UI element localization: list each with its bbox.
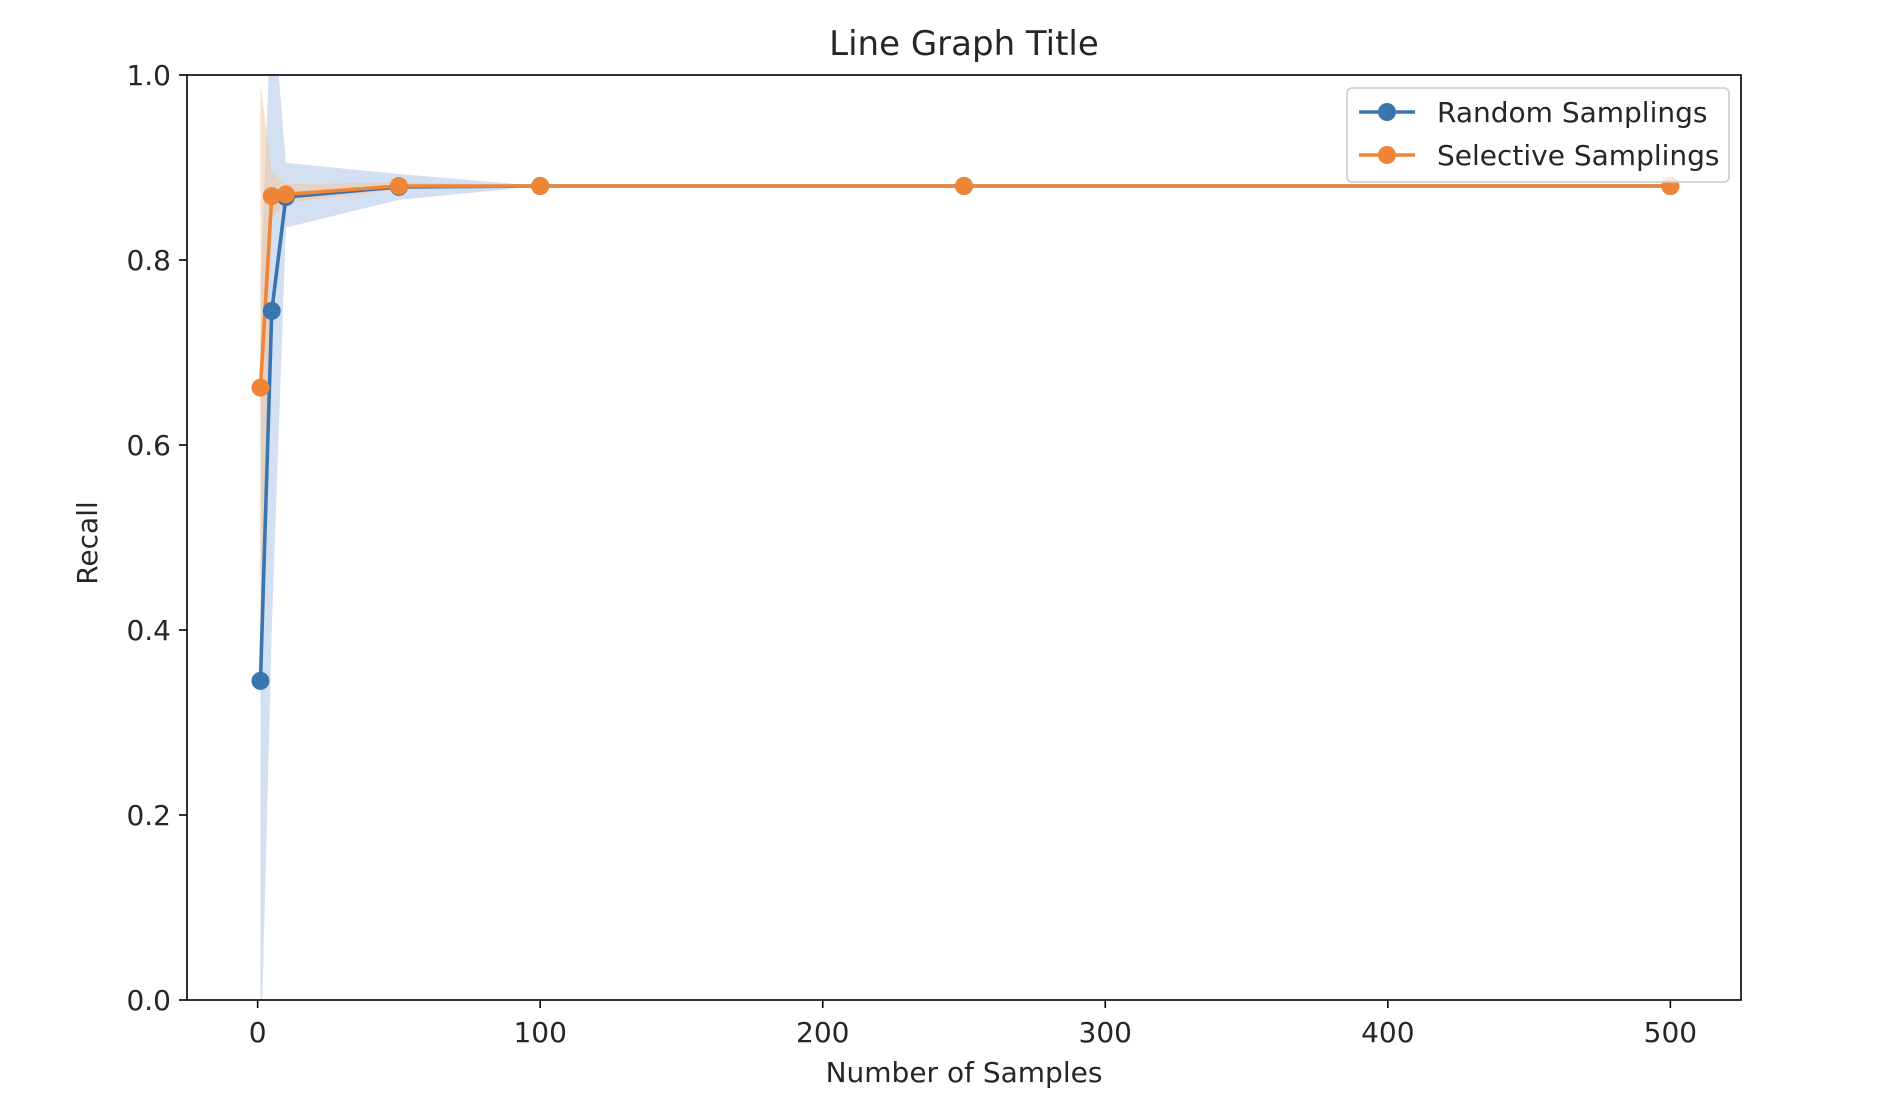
legend-marker-2 xyxy=(1378,146,1396,164)
legend-label-2: Selective Samplings xyxy=(1437,139,1720,172)
legend: Random Samplings Selective Samplings xyxy=(1346,87,1730,183)
plot-area-frame xyxy=(186,74,1742,1001)
x-axis-ticks: 0 100 200 300 400 500 xyxy=(249,1000,1697,1049)
x-tick-label: 400 xyxy=(1361,1016,1414,1049)
series-2-point-3 xyxy=(276,185,295,204)
series-lines xyxy=(258,184,1671,681)
y-tick-label: 0.2 xyxy=(126,799,171,832)
y-tick-label: 0.6 xyxy=(126,429,171,462)
y-axis-label: Recall xyxy=(71,501,104,585)
x-axis-label: Number of Samples xyxy=(826,1056,1103,1089)
series-line-2 xyxy=(258,184,1671,388)
series-line-1 xyxy=(258,184,1671,681)
chart-title: Line Graph Title xyxy=(829,24,1099,64)
x-tick-label: 100 xyxy=(513,1016,566,1049)
y-tick-label: 1.0 xyxy=(126,59,171,92)
y-tick-label: 0.4 xyxy=(126,614,171,647)
series-2-point-4 xyxy=(389,177,408,195)
series-2-point-1 xyxy=(251,378,270,397)
series-2-point-6 xyxy=(955,177,973,195)
series-1-point-2 xyxy=(262,301,281,320)
y-tick-label: 0.0 xyxy=(126,984,171,1017)
series-1-point-1 xyxy=(251,671,270,690)
series-markers xyxy=(251,177,1680,690)
x-tick-label: 0 xyxy=(249,1016,267,1049)
legend-marker-1 xyxy=(1378,103,1396,121)
y-axis-ticks: 0.0 0.2 0.4 0.6 0.8 1.0 xyxy=(126,59,187,1017)
x-tick-label: 200 xyxy=(796,1016,849,1049)
x-tick-label: 500 xyxy=(1644,1016,1697,1049)
legend-box xyxy=(1346,87,1730,183)
legend-label-1: Random Samplings xyxy=(1437,96,1707,129)
y-tick-label: 0.8 xyxy=(126,244,171,277)
series-2-point-5 xyxy=(531,177,550,195)
series-2-point-2 xyxy=(262,187,281,206)
x-tick-label: 300 xyxy=(1079,1016,1132,1049)
